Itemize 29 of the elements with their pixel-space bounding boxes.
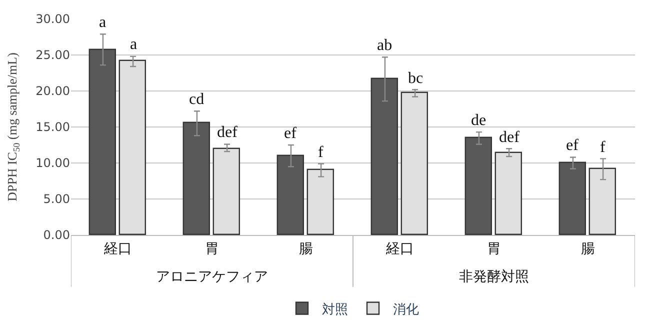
text: アロニアケフィア (156, 269, 268, 285)
x-tick-label: 胃 (487, 240, 501, 257)
x-tick-label: 胃 (205, 240, 219, 257)
data-label: def (217, 124, 238, 141)
y-tick-label: 0.00 (43, 228, 70, 242)
y-tick-label: 25.00 (36, 48, 70, 62)
y-tick-label: 20.00 (36, 84, 70, 98)
data-label: bc (408, 70, 424, 87)
x-tick-label: 腸 (299, 240, 313, 257)
y-tick-label: 5.00 (43, 192, 70, 206)
y-tick-label: 30.00 (36, 12, 70, 26)
data-label: a (130, 36, 138, 53)
x-tick-label: 経口 (385, 240, 414, 257)
data-label: a (99, 14, 106, 31)
data-label: ef (284, 125, 298, 142)
text: 非発酵対照 (459, 269, 529, 285)
data-label: de (471, 112, 486, 129)
legend-label: 消化 (393, 302, 419, 318)
data-label: f (318, 144, 324, 161)
x-tick-label: 経口 (103, 240, 132, 257)
x-tick-label: 腸 (581, 240, 595, 257)
y-tick-label: 10.00 (36, 156, 70, 170)
data-label: def (499, 129, 520, 146)
y-tick-label: 15.00 (36, 120, 70, 134)
data-label: cd (189, 91, 204, 108)
data-label: ab (377, 37, 392, 54)
data-label: f (600, 139, 606, 156)
data-label: ef (566, 137, 580, 154)
legend-label: 対照 (322, 301, 348, 318)
